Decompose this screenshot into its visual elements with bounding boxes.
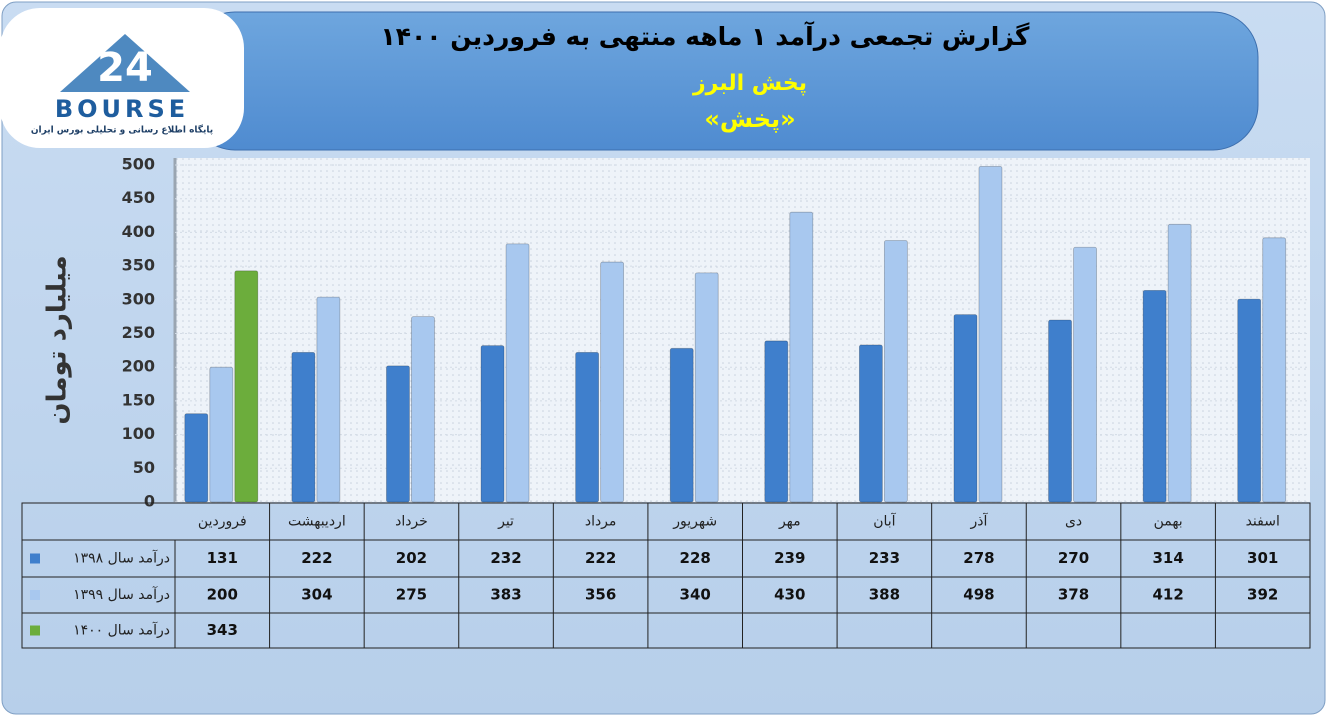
legend-swatch — [30, 553, 40, 564]
table-value: 378 — [1058, 586, 1089, 604]
bar — [316, 296, 341, 503]
table-value: 392 — [1247, 586, 1278, 604]
table-value: 131 — [207, 549, 238, 567]
bar — [600, 261, 625, 503]
legend-swatch — [30, 625, 40, 636]
plot-area — [175, 158, 1310, 502]
x-tick-label: اردیبهشت — [288, 514, 346, 530]
bar — [1262, 237, 1287, 503]
x-tick-label: خرداد — [395, 514, 428, 530]
bar — [883, 240, 908, 503]
bar — [1073, 246, 1097, 503]
bar — [505, 243, 530, 503]
table-value: 498 — [963, 586, 994, 604]
bar — [411, 316, 435, 503]
table-value: 239 — [774, 549, 805, 567]
table-value: 430 — [774, 586, 805, 604]
table-value: 388 — [869, 586, 900, 604]
x-tick-label: آبان — [873, 513, 896, 530]
logo-tagline: پایگاه اطلاع رسانی و تحلیلی بورس ایران — [31, 124, 213, 136]
bar — [978, 165, 1003, 503]
table-value: 301 — [1247, 549, 1278, 567]
table-value: 383 — [490, 586, 521, 604]
bar — [1167, 223, 1192, 503]
table-value: 275 — [396, 586, 427, 604]
y-tick-label: 500 — [122, 155, 155, 174]
x-tick-label: آذر — [970, 513, 989, 530]
x-tick-label: مهر — [778, 514, 801, 530]
y-tick-label: 150 — [122, 390, 155, 409]
ticker: «پخش» — [704, 105, 795, 133]
logo-icon — [60, 34, 190, 92]
table-value: 278 — [963, 549, 994, 567]
bar — [386, 365, 410, 503]
y-axis-label: میلیارد تومان — [43, 255, 73, 424]
x-tick-label: تیر — [497, 514, 514, 530]
y-tick-label: 100 — [122, 424, 155, 443]
bar — [291, 351, 316, 503]
logo-mark: 24 — [97, 45, 153, 91]
legend-label: درآمد سال ۱۳۹۹ — [73, 586, 170, 603]
table-value: 340 — [680, 586, 711, 604]
bar — [480, 345, 505, 503]
bar — [1142, 289, 1167, 503]
bar — [209, 366, 234, 503]
y-tick-label: 50 — [133, 458, 155, 477]
bar — [764, 340, 789, 503]
bar — [184, 413, 209, 503]
table-value: 412 — [1152, 586, 1183, 604]
y-tick-label: 300 — [122, 289, 155, 308]
table-value: 222 — [585, 549, 616, 567]
y-tick-label: 400 — [122, 222, 155, 241]
y-tick-label: 200 — [122, 357, 155, 376]
legend-label: درآمد سال ۱۴۰۰ — [73, 622, 170, 639]
y-tick-label: 0 — [144, 492, 155, 511]
y-tick-label: 350 — [122, 256, 155, 275]
x-tick-label: بهمن — [1154, 514, 1183, 530]
table-value: 228 — [680, 549, 711, 567]
bar — [694, 272, 719, 503]
legend-label: درآمد سال ۱۳۹۸ — [73, 550, 170, 567]
bar — [953, 314, 978, 503]
table-value: 222 — [301, 549, 332, 567]
bar — [669, 347, 694, 503]
logo-name: BOURSE — [55, 95, 189, 123]
bar — [858, 344, 883, 503]
table-value: 202 — [396, 549, 427, 567]
x-tick-label: مرداد — [585, 514, 617, 530]
bar — [234, 270, 259, 503]
table-value: 304 — [301, 586, 332, 604]
table-value: 200 — [207, 586, 238, 604]
x-tick-label: اسفند — [1246, 514, 1280, 530]
x-tick-label: شهریور — [672, 514, 717, 530]
legend-swatch — [30, 590, 40, 600]
x-tick-label: دی — [1065, 514, 1082, 530]
table-value: 314 — [1152, 549, 1183, 567]
chart-title: گزارش تجمعی درآمد ۱ ماهه منتهی به فروردی… — [381, 21, 1030, 52]
table-value: 343 — [207, 621, 238, 639]
y-tick-label: 450 — [122, 188, 155, 207]
table-value: 233 — [869, 549, 900, 567]
table-value: 232 — [490, 549, 521, 567]
bar — [1237, 298, 1262, 503]
x-tick-label: فروردین — [198, 514, 247, 530]
table-value: 270 — [1058, 549, 1089, 567]
chart-subtitle: پخش البرز — [692, 71, 807, 96]
bar — [575, 351, 600, 503]
table-value: 356 — [585, 586, 616, 604]
bar — [789, 211, 814, 503]
y-tick-label: 250 — [122, 323, 155, 342]
bar — [1048, 319, 1072, 503]
